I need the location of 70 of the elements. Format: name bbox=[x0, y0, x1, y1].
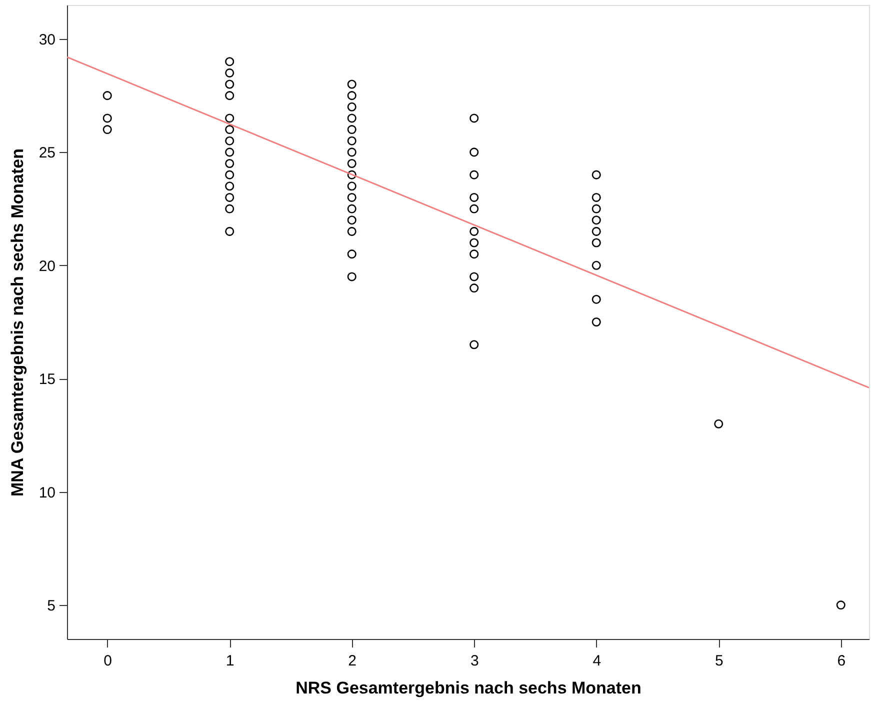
point bbox=[347, 192, 356, 202]
point bbox=[714, 419, 724, 428]
point bbox=[836, 600, 846, 610]
point bbox=[102, 91, 112, 100]
point bbox=[592, 192, 601, 202]
point bbox=[470, 226, 479, 236]
point bbox=[470, 170, 479, 180]
point bbox=[592, 204, 601, 214]
point bbox=[225, 125, 234, 134]
x-tick-label: 1 bbox=[226, 652, 234, 670]
y-axis-title: MNA Gesamtergebnis nach sechs Monaten bbox=[8, 148, 27, 496]
x-tick-label: 6 bbox=[837, 652, 846, 670]
point bbox=[347, 272, 356, 282]
y-tick-label: 20 bbox=[38, 258, 56, 275]
point bbox=[347, 250, 356, 259]
point bbox=[347, 226, 356, 236]
point bbox=[592, 294, 601, 304]
point bbox=[470, 114, 479, 123]
point bbox=[470, 238, 479, 248]
point bbox=[470, 284, 479, 293]
point bbox=[470, 340, 479, 350]
point bbox=[225, 148, 234, 157]
point bbox=[102, 125, 112, 134]
y-tick-label: 30 bbox=[38, 31, 56, 48]
point bbox=[347, 158, 356, 168]
point bbox=[470, 192, 479, 202]
point bbox=[225, 91, 234, 100]
x-tick-label: 2 bbox=[348, 652, 357, 670]
point bbox=[225, 114, 234, 123]
point bbox=[225, 136, 234, 146]
point bbox=[347, 182, 356, 191]
point bbox=[592, 170, 601, 180]
x-tick-label: 0 bbox=[104, 652, 112, 670]
point bbox=[592, 216, 601, 225]
point bbox=[470, 272, 479, 282]
y-tick-label: 15 bbox=[38, 371, 56, 388]
point bbox=[347, 125, 356, 134]
point bbox=[347, 102, 356, 112]
point bbox=[592, 260, 601, 270]
x-tick-label: 5 bbox=[714, 652, 724, 670]
point bbox=[347, 170, 356, 180]
point bbox=[347, 148, 356, 157]
point bbox=[470, 148, 479, 157]
point bbox=[347, 80, 356, 89]
point bbox=[347, 114, 356, 123]
y-tick-label: 25 bbox=[38, 144, 56, 162]
point bbox=[102, 114, 112, 123]
point bbox=[225, 226, 234, 236]
point bbox=[470, 204, 479, 214]
point bbox=[347, 216, 356, 225]
x-axis-title: NRS Gesamtergebnis nach sechs Monaten bbox=[296, 678, 642, 698]
x-tick-label: 4 bbox=[592, 652, 602, 670]
point bbox=[592, 317, 601, 327]
y-tick-label: 10 bbox=[38, 484, 56, 502]
point bbox=[347, 204, 356, 214]
point bbox=[347, 91, 356, 100]
point bbox=[225, 204, 234, 214]
y-tick-label: 5 bbox=[47, 598, 56, 615]
point bbox=[225, 170, 234, 180]
point bbox=[470, 250, 479, 259]
point bbox=[225, 182, 234, 191]
point bbox=[592, 238, 601, 248]
x-tick-label: 3 bbox=[470, 652, 479, 670]
point bbox=[225, 57, 234, 66]
point bbox=[225, 68, 234, 78]
point bbox=[225, 80, 234, 89]
point bbox=[592, 226, 601, 236]
point bbox=[225, 192, 234, 202]
point bbox=[347, 136, 356, 146]
point bbox=[225, 158, 234, 168]
